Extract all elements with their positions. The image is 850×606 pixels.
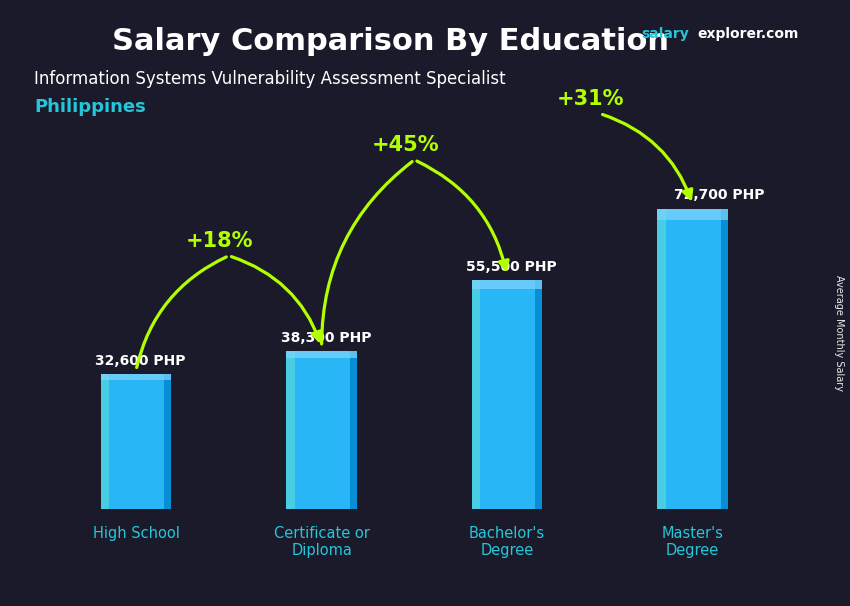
Bar [350, 351, 357, 509]
Bar [101, 375, 110, 509]
Text: 55,500 PHP: 55,500 PHP [467, 259, 557, 273]
Bar [536, 280, 542, 509]
Bar [657, 208, 728, 220]
Bar [101, 375, 172, 381]
Bar [286, 351, 357, 358]
Bar [101, 375, 172, 509]
Text: +18%: +18% [186, 231, 253, 251]
Bar [286, 351, 295, 509]
Text: Salary Comparison By Education: Salary Comparison By Education [112, 27, 670, 56]
Text: explorer.com: explorer.com [697, 27, 798, 41]
Text: Information Systems Vulnerability Assessment Specialist: Information Systems Vulnerability Assess… [34, 70, 506, 88]
Text: Philippines: Philippines [34, 98, 145, 116]
Bar [472, 280, 542, 509]
Bar [286, 351, 357, 509]
Text: salary: salary [642, 27, 689, 41]
Text: 38,300 PHP: 38,300 PHP [280, 331, 371, 345]
Bar [472, 280, 480, 509]
Bar [657, 208, 728, 509]
Bar [472, 280, 542, 288]
Bar [721, 208, 728, 509]
Text: +45%: +45% [371, 135, 439, 155]
Text: +31%: +31% [557, 88, 625, 108]
Bar [164, 375, 172, 509]
Text: Average Monthly Salary: Average Monthly Salary [834, 275, 844, 391]
Text: 72,700 PHP: 72,700 PHP [674, 188, 765, 202]
Text: 32,600 PHP: 32,600 PHP [95, 354, 186, 368]
Bar [657, 208, 666, 509]
